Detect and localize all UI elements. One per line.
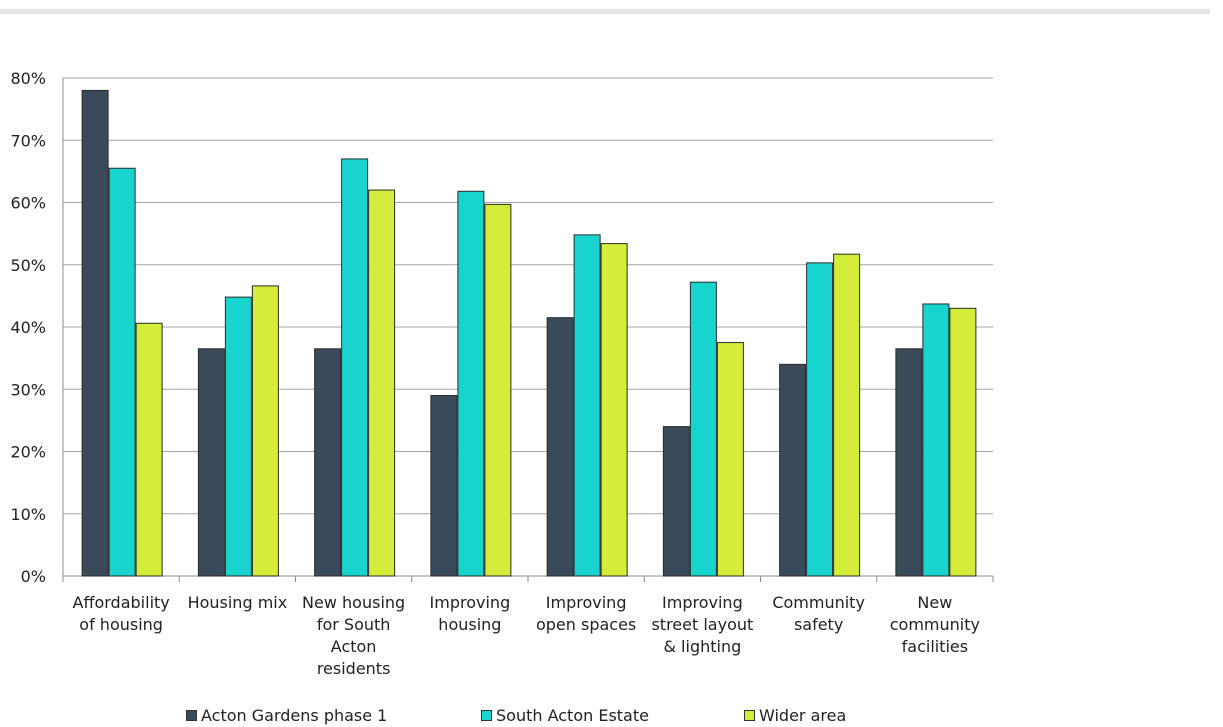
bar (546, 317, 574, 577)
y-tick-label: 10% (10, 505, 46, 524)
bar (779, 363, 807, 577)
legend-label: South Acton Estate (496, 705, 649, 725)
bar (135, 322, 163, 577)
legend-swatch (481, 709, 492, 721)
category-label: Improving (662, 593, 743, 612)
bar (895, 348, 923, 577)
category-label: community (890, 615, 980, 634)
y-tick-label: 30% (10, 380, 46, 399)
legend-item-south-acton: South Acton Estate (481, 706, 744, 725)
category-label: street layout (651, 615, 753, 634)
category-label: New (917, 593, 952, 612)
legend-label: Acton Gardens phase 1 (201, 705, 388, 725)
category-label: Acton (331, 637, 377, 656)
legend: Acton Gardens phase 1 South Acton Estate… (186, 704, 946, 726)
legend-swatch (186, 709, 197, 721)
category-label: for South (317, 615, 391, 634)
y-tick-label: 70% (10, 131, 46, 150)
legend-item-wider-area: Wider area (744, 706, 846, 725)
bar (689, 281, 717, 577)
bar (368, 189, 396, 577)
bar (457, 190, 485, 577)
bar (430, 394, 458, 577)
y-tick-label: 40% (10, 318, 46, 337)
bar (81, 89, 109, 577)
y-tick-label: 60% (10, 194, 46, 213)
category-label: open spaces (536, 615, 636, 634)
bar (224, 296, 252, 577)
category-label: Housing mix (188, 593, 288, 612)
category-label: New housing (302, 593, 405, 612)
top-divider (0, 9, 1210, 14)
y-tick-label: 80% (10, 69, 46, 88)
legend-swatch (744, 709, 755, 721)
category-label: Community (772, 593, 865, 612)
category-label: Affordability (73, 593, 170, 612)
y-tick-label: 0% (21, 567, 46, 586)
category-label: & lighting (663, 637, 741, 656)
category-label: housing (438, 615, 501, 634)
legend-item-acton-gardens: Acton Gardens phase 1 (186, 706, 481, 725)
category-label: safety (794, 615, 843, 634)
bar (251, 285, 279, 577)
legend-label: Wider area (759, 705, 847, 725)
bar-chart: 0% 10% 20% 30% 40% 50% 60% 70% 80% Affordability o… (10, 69, 994, 678)
category-label: facilities (902, 637, 968, 656)
bar (806, 262, 834, 577)
category-label: residents (317, 659, 391, 678)
bar (197, 348, 225, 577)
bar (600, 243, 628, 577)
category-label: Improving (546, 593, 627, 612)
y-tick-label: 20% (10, 443, 46, 462)
bar (573, 234, 601, 577)
bar (484, 203, 512, 577)
y-tick-label: 50% (10, 256, 46, 275)
bar (662, 426, 690, 577)
category-label: of housing (79, 615, 163, 634)
bar (716, 342, 744, 577)
bar (341, 158, 369, 577)
bar (949, 307, 977, 577)
bar (314, 348, 342, 577)
bar (922, 303, 950, 577)
bar (108, 167, 136, 577)
bar (833, 253, 861, 577)
category-label: Improving (430, 593, 511, 612)
